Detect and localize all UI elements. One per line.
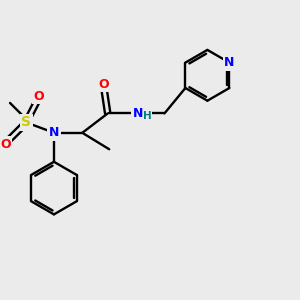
Text: H: H (143, 111, 152, 121)
Text: O: O (33, 90, 44, 103)
Text: O: O (99, 78, 110, 91)
Text: N: N (224, 56, 235, 69)
Text: S: S (22, 116, 32, 129)
Text: N: N (132, 107, 143, 120)
Text: O: O (0, 138, 11, 151)
Text: N: N (49, 126, 59, 139)
